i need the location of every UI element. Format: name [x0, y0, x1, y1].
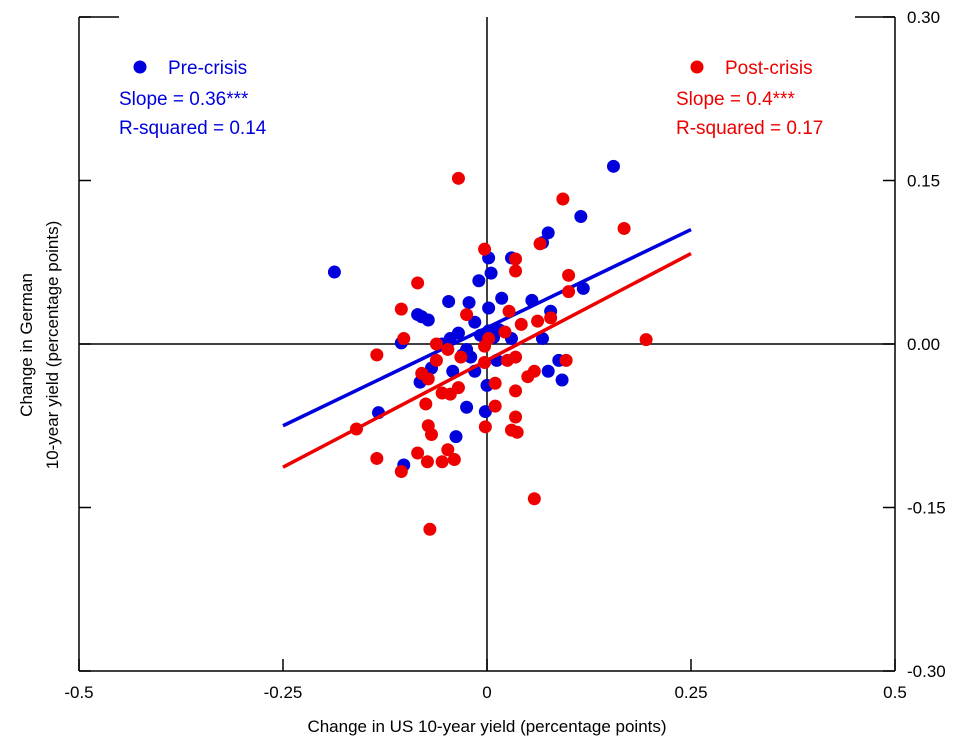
point-pre-crisis — [421, 313, 435, 327]
point-post-crisis — [425, 427, 439, 441]
point-post-crisis — [454, 350, 468, 364]
point-pre-crisis — [446, 364, 460, 378]
point-post-crisis — [441, 342, 455, 356]
point-post-crisis — [559, 353, 573, 367]
y-tick-label: 0.00 — [907, 335, 940, 354]
point-post-crisis — [370, 451, 384, 465]
point-post-crisis — [394, 302, 408, 316]
point-post-crisis — [533, 237, 547, 251]
plot-area: -0.5 -0.25 0 0.25 0.5 0.30 0.15 0.00 -0.15 -0.30 — [64, 8, 945, 702]
legend-post-crisis: Post-crisis Slope = 0.4*** R-squared = 0… — [676, 58, 823, 139]
x-tick-label: -0.25 — [264, 683, 303, 702]
point-post-crisis — [639, 333, 653, 347]
point-post-crisis — [521, 370, 535, 384]
point-post-crisis — [460, 308, 474, 322]
point-pre-crisis — [472, 274, 486, 288]
legend-slope-post-crisis: Slope = 0.4*** — [676, 89, 795, 110]
point-pre-crisis — [462, 296, 476, 310]
point-pre-crisis — [541, 364, 555, 378]
point-post-crisis — [421, 372, 435, 386]
legend-r2-pre-crisis: R-squared = 0.14 — [119, 118, 267, 139]
point-pre-crisis — [327, 265, 341, 279]
legend-slope-pre-crisis: Slope = 0.36*** — [119, 89, 249, 110]
point-post-crisis — [544, 311, 558, 325]
point-post-crisis — [441, 443, 455, 457]
point-post-crisis — [498, 325, 512, 339]
point-post-crisis — [420, 455, 434, 469]
y-tick-label: -0.30 — [907, 662, 946, 681]
y-axis-label-line-1: Change in German — [17, 273, 36, 417]
y-axis-label-line-2: 10-year yield (percentage points) — [43, 221, 62, 470]
y-tick-label: 0.30 — [907, 8, 940, 27]
point-post-crisis — [562, 268, 576, 282]
fit-line-post-crisis — [282, 251, 692, 469]
legend-label-pre-crisis: Pre-crisis — [168, 58, 247, 79]
point-pre-crisis — [478, 405, 492, 419]
point-post-crisis — [447, 453, 461, 467]
point-post-crisis — [562, 285, 576, 299]
point-post-crisis — [509, 252, 523, 266]
fit-line-pre-crisis — [282, 227, 692, 428]
x-tick-label: 0.25 — [674, 683, 707, 702]
point-post-crisis — [510, 425, 524, 439]
point-pre-crisis — [482, 301, 496, 315]
legend-pre-crisis: Pre-crisis Slope = 0.36*** R-squared = 0… — [119, 58, 267, 139]
point-post-crisis — [531, 314, 545, 328]
point-post-crisis — [419, 397, 433, 411]
point-post-crisis — [509, 264, 523, 278]
point-pre-crisis — [411, 308, 425, 322]
point-pre-crisis — [495, 291, 509, 305]
point-pre-crisis — [468, 315, 482, 329]
x-tick-label: 0 — [482, 683, 491, 702]
point-post-crisis — [527, 492, 541, 506]
point-post-crisis — [411, 276, 425, 290]
point-pre-crisis — [460, 400, 474, 414]
point-post-crisis — [411, 446, 425, 460]
point-post-crisis — [509, 410, 523, 424]
point-post-crisis — [397, 332, 411, 346]
legend-label-post-crisis: Post-crisis — [725, 58, 813, 79]
x-tick-label: 0.5 — [883, 683, 907, 702]
point-pre-crisis — [449, 430, 463, 444]
point-post-crisis — [429, 353, 443, 367]
y-tick-label: 0.15 — [907, 172, 940, 191]
point-post-crisis — [556, 192, 570, 206]
point-post-crisis — [370, 348, 384, 362]
point-pre-crisis — [442, 294, 456, 308]
point-post-crisis — [478, 242, 492, 256]
point-post-crisis — [488, 376, 502, 390]
point-post-crisis — [514, 317, 528, 331]
point-pre-crisis — [541, 226, 555, 240]
legend-r2-post-crisis: R-squared = 0.17 — [676, 118, 823, 139]
point-post-crisis — [502, 304, 516, 318]
point-post-crisis — [500, 353, 514, 367]
point-post-crisis — [394, 465, 408, 479]
x-axis-label: Change in US 10-year yield (percentage p… — [307, 717, 666, 736]
point-post-crisis — [478, 420, 492, 434]
point-post-crisis — [451, 381, 465, 395]
point-post-crisis — [488, 399, 502, 413]
point-post-crisis — [509, 384, 523, 398]
y-tick-label: -0.15 — [907, 499, 946, 518]
point-post-crisis — [429, 337, 443, 351]
point-pre-crisis — [484, 266, 498, 280]
point-pre-crisis — [535, 332, 549, 346]
point-pre-crisis — [555, 373, 569, 387]
point-post-crisis — [451, 171, 465, 185]
point-pre-crisis — [574, 209, 588, 223]
point-pre-crisis — [576, 281, 590, 295]
point-post-crisis — [435, 455, 449, 469]
point-post-crisis — [423, 522, 437, 536]
legend-marker-pre-crisis — [133, 60, 147, 74]
x-tick-label: -0.5 — [64, 683, 93, 702]
point-post-crisis — [478, 339, 492, 353]
point-pre-crisis — [606, 159, 620, 173]
point-post-crisis — [617, 221, 631, 235]
legend-marker-post-crisis — [690, 60, 704, 74]
